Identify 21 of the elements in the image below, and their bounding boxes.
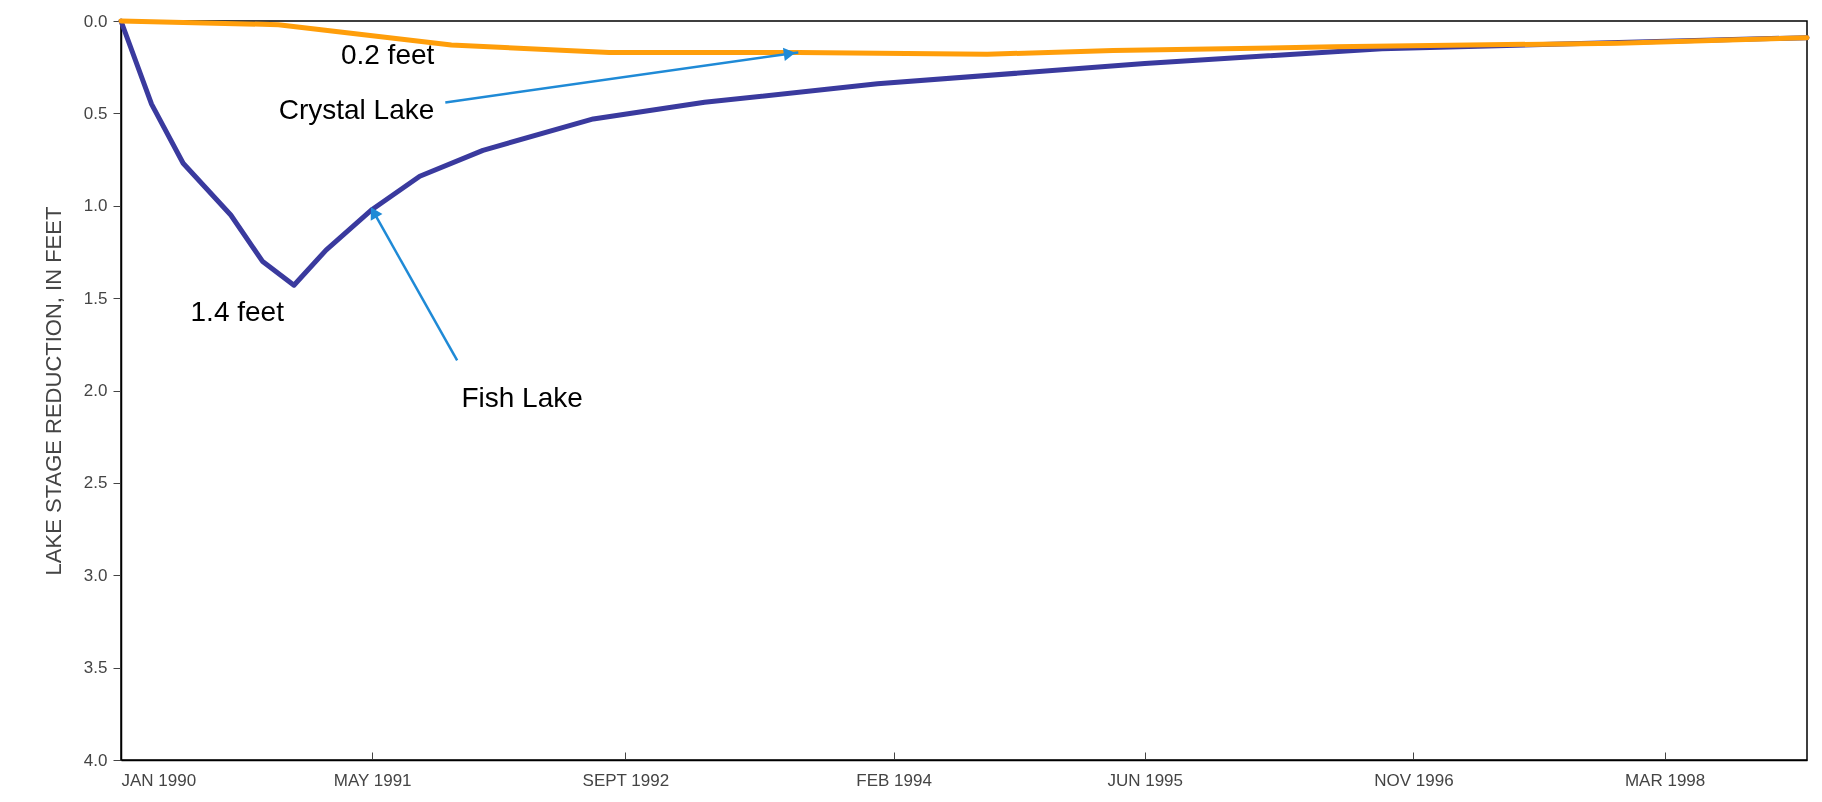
x-tick-label: NOV 1996	[1374, 770, 1454, 790]
y-axis-title: LAKE STAGE REDUCTION, IN FEET	[40, 206, 66, 576]
series-label: Crystal Lake	[278, 94, 435, 126]
y-tick-label: 0.5	[83, 103, 108, 123]
text: Fish Lake	[461, 382, 583, 414]
x-tick-label: MAR 1998	[1624, 770, 1706, 790]
y-tick-label: 4.0	[83, 750, 108, 770]
x-tick-label: MAY 1991	[333, 770, 412, 790]
x-tick-label: SEPT 1992	[582, 770, 670, 790]
y-tick-label: 2.0	[83, 381, 108, 400]
y-tick-label: 0.0	[83, 11, 108, 31]
x-tick-label: FEB 1994	[856, 770, 932, 790]
y-tick-label: 1.0	[83, 196, 108, 216]
annotation: 0.2 feet	[340, 39, 435, 71]
y-tick-label: 1.5	[83, 288, 108, 308]
x-tick-label: JAN 1990	[121, 770, 197, 790]
y-tick-label: 3.5	[83, 658, 108, 678]
annotation: 1.4 feet	[190, 296, 285, 328]
x-tick-label: JUN 1995	[1107, 770, 1184, 790]
y-tick-label: 3.0	[83, 565, 108, 585]
y-tick-label: 2.5	[83, 473, 108, 493]
